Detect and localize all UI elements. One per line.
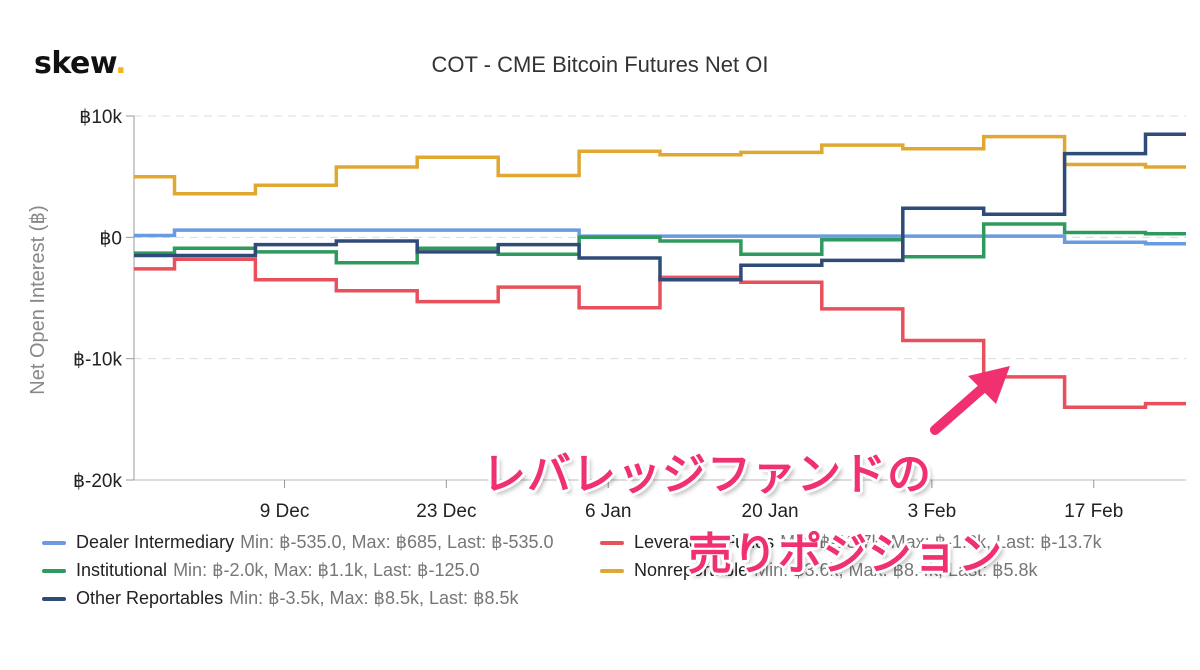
legend-series-stats: Min: ฿3.6k, Max: ฿8.4k, Last: ฿5.8k [754, 560, 1038, 580]
legend-swatch [42, 596, 66, 601]
legend-series-name: Institutional [76, 560, 168, 580]
series-line-leveraged-funds [134, 257, 1186, 409]
legend-item-dealer-intermediary[interactable]: Dealer Intermediary Min: ฿-535.0, Max: ฿6… [42, 532, 554, 553]
skew-logo: skew. [34, 46, 127, 81]
legend-swatch [42, 540, 66, 545]
series-lines [134, 132, 1186, 409]
y-tick-label: ฿10k [79, 107, 122, 128]
series-line-other-reportables [134, 132, 1186, 282]
x-axis-ticks: 9 Dec 23 Dec 6 Jan 20 Jan 3 Feb 17 Feb [260, 480, 1123, 522]
y-tick-label: ฿-10k [73, 350, 123, 371]
brand-name: skew [34, 46, 116, 81]
annotation-text-line2: 売りポジション [688, 529, 1003, 580]
legend-series-stats: Min: ฿-535.0, Max: ฿685, Last: ฿-535.0 [240, 532, 554, 552]
legend-series-stats: Min: ฿-3.5k, Max: ฿8.5k, Last: ฿8.5k [229, 588, 519, 608]
x-tick-label: 23 Dec [416, 501, 476, 522]
annotation-arrow [930, 366, 1010, 435]
x-tick-label: 9 Dec [260, 501, 310, 522]
legend-item-other-reportables[interactable]: Other Reportables Min: ฿-3.5k, Max: ฿8.5k… [42, 588, 519, 609]
legend-series-name: Leveraged Funds [634, 532, 775, 552]
series-line-nonreportable [134, 134, 1186, 196]
legend-series-stats: Min: ฿-2.0k, Max: ฿1.1k, Last: ฿-125.0 [173, 560, 480, 580]
chart-legend: Dealer Intermediary Min: ฿-535.0, Max: ฿6… [42, 532, 1192, 622]
y-tick-label: ฿0 [99, 228, 122, 249]
chart-title: COT - CME Bitcoin Futures Net OI [431, 52, 769, 77]
y-tick-label: ฿-20k [73, 471, 123, 492]
legend-series-name: Nonreportable [634, 560, 749, 580]
legend-item-institutional[interactable]: Institutional Min: ฿-2.0k, Max: ฿1.1k, La… [42, 560, 480, 581]
legend-item-nonreportable[interactable]: Nonreportable Min: ฿3.6k, Max: ฿8.4k, Las… [600, 560, 1038, 581]
legend-swatch [600, 568, 624, 573]
legend-series-stats: Min: ฿-13.7k, Max: ฿-1.8k, Last: ฿-13.7k [780, 532, 1102, 552]
x-tick-label: 3 Feb [908, 501, 957, 522]
y-axis-label: Net Open Interest (฿) [27, 205, 49, 394]
x-tick-label: 17 Feb [1064, 501, 1123, 522]
legend-series-name: Other Reportables [76, 588, 224, 608]
brand-dot: . [115, 46, 127, 81]
y-axis-ticks: ฿10k ฿0 ฿-10k ฿-20k [73, 107, 1186, 492]
series-line-institutional [134, 222, 1186, 265]
x-tick-label: 20 Jan [742, 501, 799, 522]
legend-item-leveraged-funds[interactable]: Leveraged Funds Min: ฿-13.7k, Max: ฿-1.8k… [600, 532, 1102, 553]
legend-series-name: Dealer Intermediary [76, 532, 235, 552]
legend-swatch [600, 540, 624, 545]
x-tick-label: 6 Jan [585, 501, 631, 522]
annotation-text-line1: レバレッジファンドの [482, 449, 932, 500]
legend-swatch [42, 568, 66, 573]
